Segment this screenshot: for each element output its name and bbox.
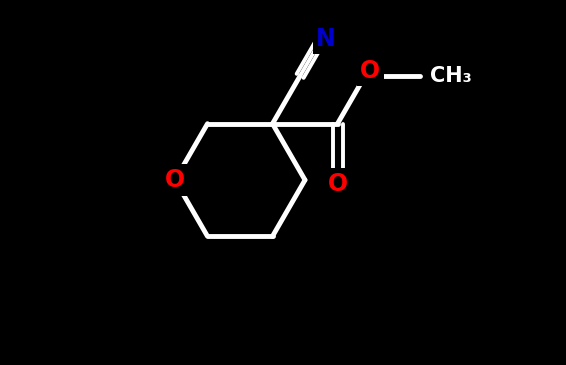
Text: O: O: [360, 59, 380, 83]
Text: CH₃: CH₃: [430, 66, 472, 86]
Text: N: N: [316, 27, 336, 51]
Text: O: O: [165, 168, 185, 192]
Text: O: O: [328, 172, 348, 196]
